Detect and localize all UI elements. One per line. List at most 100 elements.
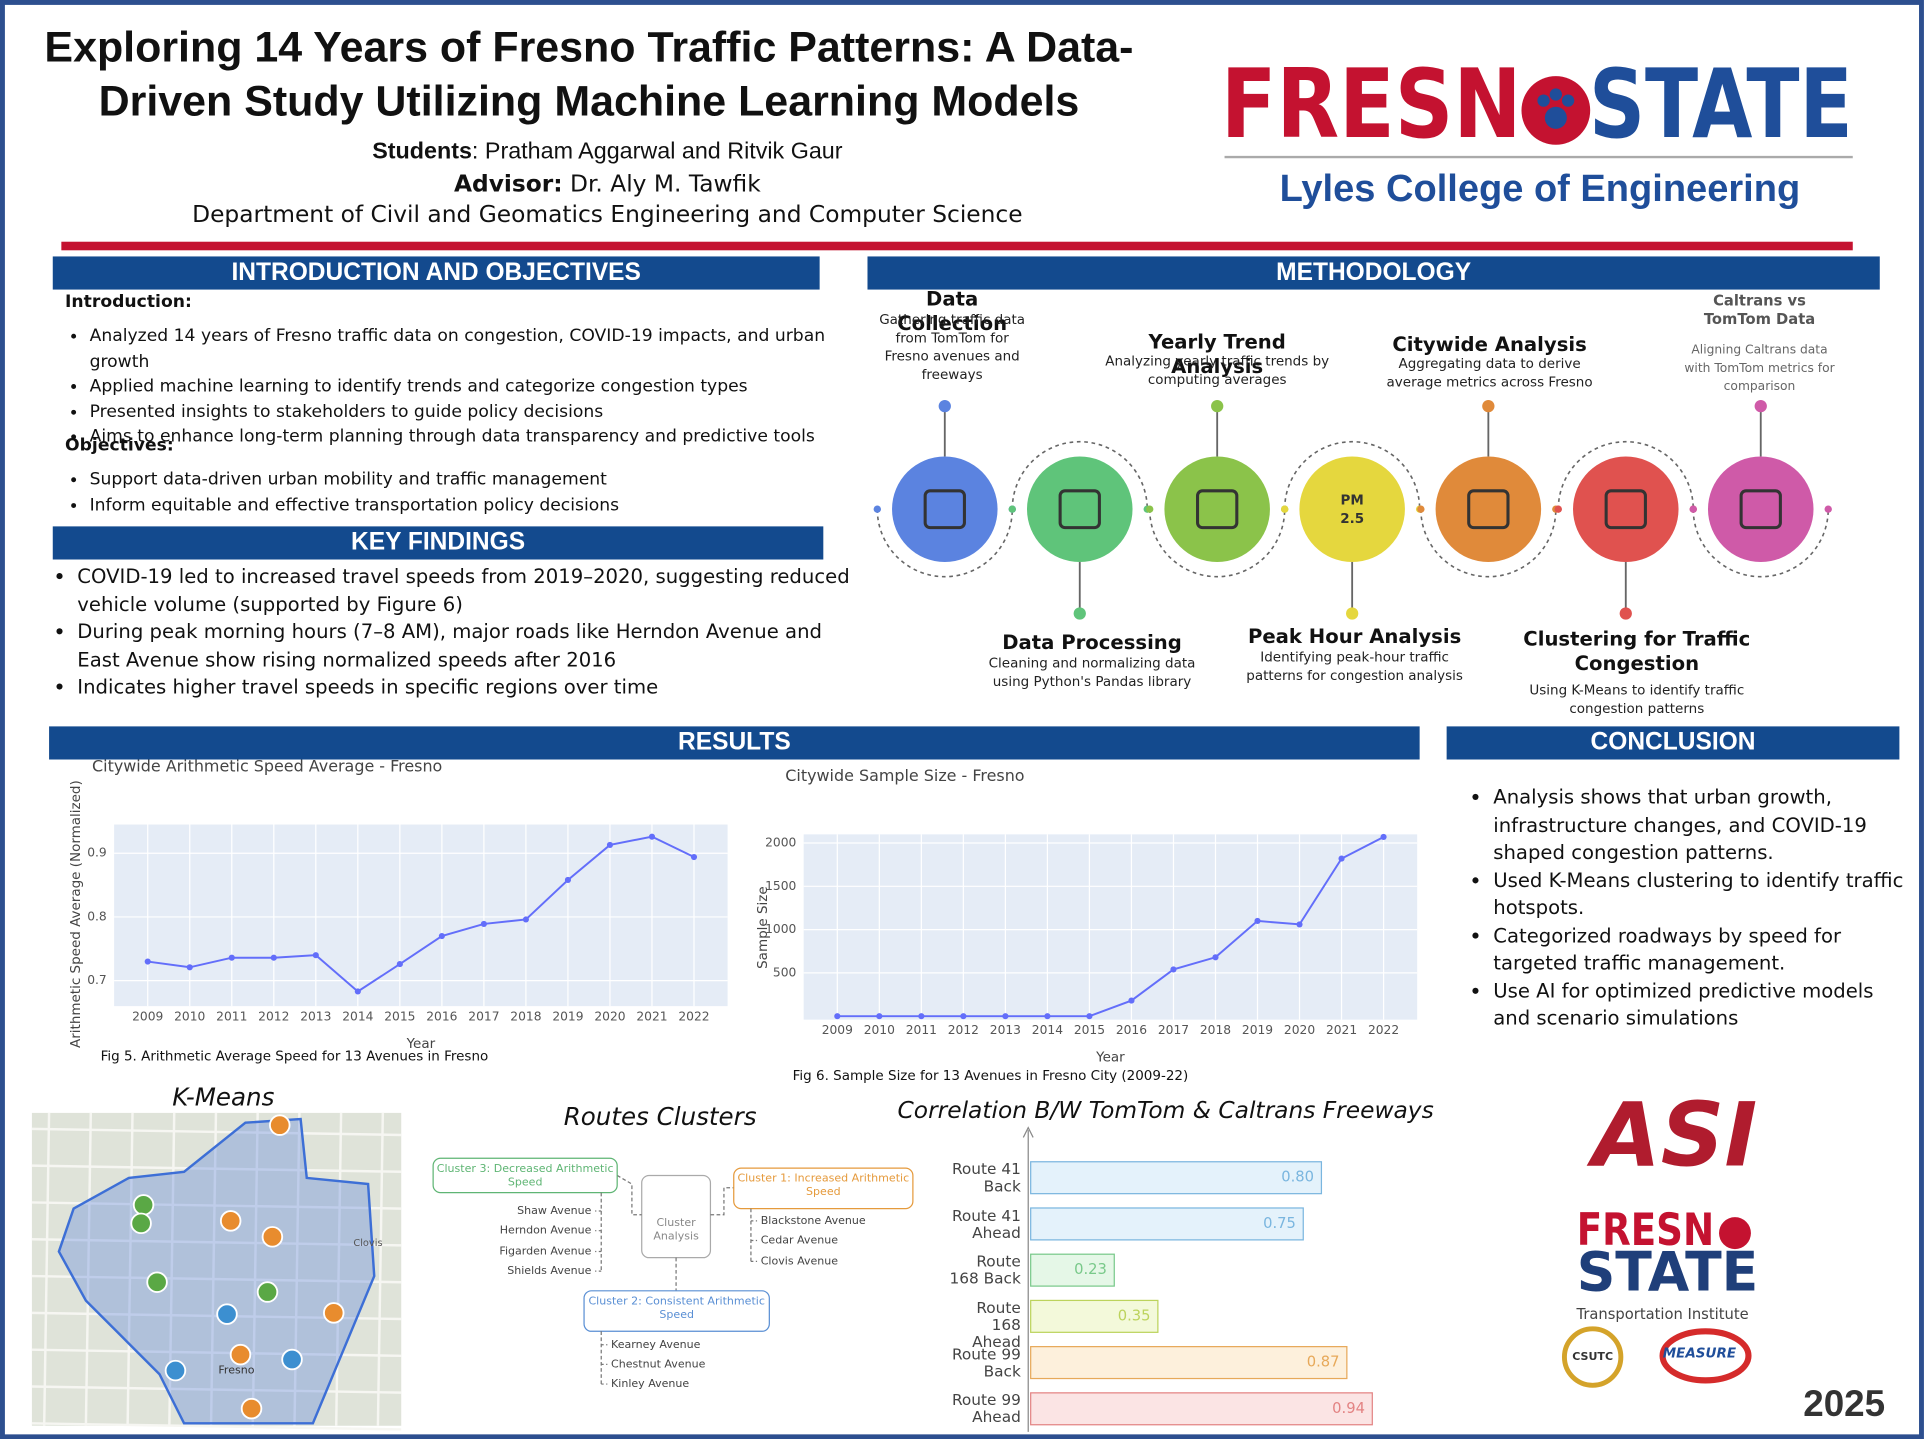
y-tick-label: 500: [773, 965, 796, 979]
data-point: [690, 853, 698, 861]
fs-paw: [1719, 1217, 1751, 1250]
step-text: Analyzing yearly traffic trends by compu…: [1105, 353, 1330, 388]
map-pin: [281, 1348, 303, 1371]
route-name: Figarden Avenue: [499, 1245, 591, 1258]
y-tick-label: 0.7: [87, 973, 107, 987]
step-title: Citywide Analysis: [1392, 332, 1587, 356]
bullet-item: Inform equitable and effective transport…: [90, 493, 851, 518]
measure-logo: [1659, 1328, 1752, 1384]
x-tick-label: 2013: [990, 1023, 1021, 1037]
step-circle: [1707, 456, 1814, 562]
x-tick-label: 2012: [948, 1023, 979, 1037]
x-tick-label: 2020: [1284, 1023, 1315, 1037]
stem-dot: [1754, 400, 1767, 413]
route-name: Kearney Avenue: [611, 1338, 701, 1351]
value-label: 0.75: [1263, 1215, 1296, 1232]
x-tick-label: 2015: [384, 1010, 415, 1024]
x-tick-label: 2009: [132, 1010, 163, 1024]
chart-title: Citywide Arithmetic Speed Average - Fres…: [92, 756, 442, 775]
route-name: Kinley Avenue: [611, 1377, 689, 1390]
step-text: Gathering traffic data from TomTom for F…: [879, 311, 1026, 383]
corr-title: Correlation B/W TomTom & Caltrans Freewa…: [897, 1096, 1434, 1124]
map-pin: [269, 1114, 291, 1136]
data-point: [1254, 917, 1261, 925]
map-region: [57, 1117, 376, 1425]
data-point: [270, 954, 277, 961]
category-label: Route 41 Back: [951, 1159, 1021, 1195]
map-road: [334, 1112, 343, 1426]
category-label: Route 168 Ahead: [972, 1297, 1021, 1351]
y-axis-label: Arithmetic Speed Average (Normalized): [68, 780, 84, 1048]
cluster-box: [432, 1157, 618, 1194]
paw-pad: [1544, 106, 1567, 129]
route-name: Clovis Avenue: [761, 1254, 839, 1267]
x-tick-label: 2014: [1032, 1023, 1063, 1037]
x-tick-label: 2021: [1326, 1023, 1357, 1037]
map-pin: [164, 1359, 187, 1382]
objectives-label: Objectives:: [65, 435, 174, 456]
arc-dot: [873, 505, 881, 513]
x-tick-label: 2020: [594, 1010, 625, 1024]
x-tick-label: 2011: [216, 1010, 247, 1024]
map-road: [31, 1348, 402, 1358]
map-road: [293, 1112, 301, 1426]
arc-dot: [1417, 505, 1425, 513]
y-tick-label: 0.8: [87, 909, 107, 923]
data-point: [312, 952, 319, 959]
section-heading: INTRODUCTION AND OBJECTIVES: [52, 256, 820, 290]
bar: [1030, 1392, 1373, 1426]
category-label: Route 41 Ahead: [951, 1205, 1021, 1242]
bullet-list: COVID-19 led to increased travel speeds …: [53, 563, 851, 701]
x-tick-label: 2014: [342, 1010, 373, 1024]
data-point: [480, 920, 487, 928]
bullet-list: Analysis shows that urban growth, infras…: [1469, 784, 1917, 1032]
icon-label: PM: [1340, 493, 1363, 509]
data-point: [1086, 1013, 1093, 1020]
bullet-item: Use AI for optimized predictive models a…: [1493, 977, 1916, 1032]
data-point: [834, 1013, 841, 1020]
step-title: Peak Hour Analysis: [1247, 624, 1462, 648]
data-line: [147, 835, 695, 993]
fs-logo: FRESN: [1577, 1205, 1714, 1256]
students: Students: Pratham Aggarwal and Ritvik Ga…: [37, 139, 1178, 166]
value-label: 0.87: [1307, 1354, 1340, 1371]
cluster-center-label: Cluster Analysis: [653, 1217, 699, 1243]
data-point: [438, 932, 445, 940]
dashed-arc: [1011, 441, 1149, 510]
step-circle: [1435, 456, 1542, 562]
step-circle: [892, 456, 998, 562]
bar: [1030, 1299, 1159, 1333]
data-point: [396, 961, 403, 968]
advisor-name: Dr. Aly M. Tawfik: [562, 170, 761, 198]
data-point: [960, 1013, 967, 1020]
step-icon: [1739, 489, 1782, 530]
data-point: [228, 954, 235, 961]
dashed-arc: [1420, 509, 1557, 578]
data-point: [1044, 1013, 1051, 1020]
map-pin: [219, 1210, 242, 1232]
kmeans-title: K-Means: [172, 1082, 275, 1112]
x-tick-label: 2009: [822, 1023, 853, 1037]
divider: [61, 241, 1853, 251]
map-pin: [261, 1226, 284, 1248]
paw-pad: [1561, 94, 1575, 107]
stem-dot: [1211, 400, 1224, 413]
cluster-box: [733, 1167, 914, 1210]
step-circle: [1299, 456, 1405, 562]
institute: Transportation Institute: [1576, 1305, 1749, 1323]
bullet-item: Support data-driven urban mobility and t…: [90, 467, 851, 492]
map-road: [31, 1385, 402, 1394]
value-label: 0.23: [1074, 1261, 1107, 1278]
route-name: Herndon Avenue: [500, 1224, 592, 1237]
bar: [1030, 1346, 1348, 1380]
dashed-arc: [876, 509, 1014, 578]
step-icon: [1604, 489, 1647, 530]
x-tick-label: 2011: [906, 1023, 937, 1037]
bullet-item: Aims to enhance long-term planning throu…: [90, 425, 851, 450]
logo-text: STATE: [1589, 48, 1853, 160]
x-tick-label: 2018: [1200, 1023, 1231, 1037]
measure-text: MEASURE: [1663, 1345, 1737, 1361]
